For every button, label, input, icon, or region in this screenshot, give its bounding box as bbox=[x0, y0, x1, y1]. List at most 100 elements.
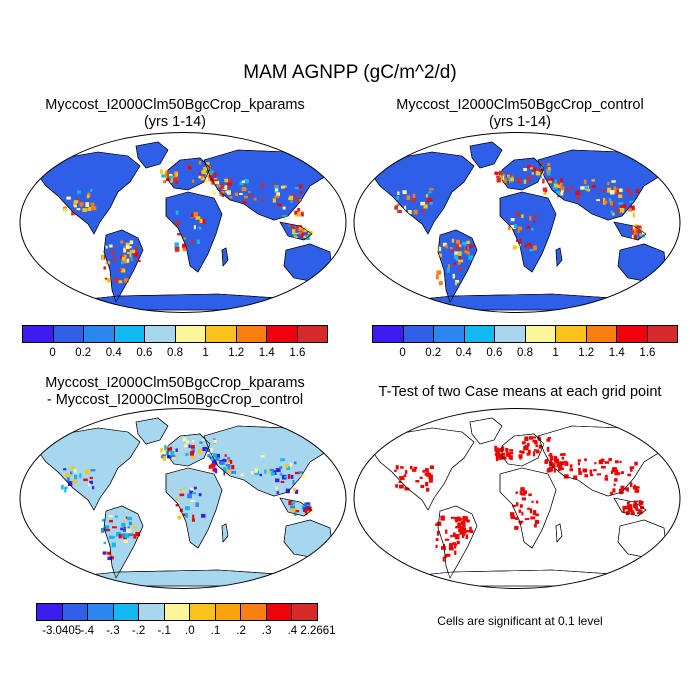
grid-cell bbox=[295, 510, 300, 513]
grid-cell bbox=[220, 461, 225, 465]
grid-cell bbox=[87, 206, 92, 211]
grid-cell bbox=[275, 486, 278, 490]
grid-cell bbox=[253, 197, 257, 201]
grid-cell bbox=[133, 534, 137, 539]
map-frame bbox=[19, 408, 347, 589]
grid-cell bbox=[107, 551, 111, 555]
grid-cell bbox=[510, 512, 515, 516]
grid-cell bbox=[198, 493, 202, 497]
grid-cell bbox=[455, 280, 460, 283]
grid-cell bbox=[294, 187, 299, 190]
grid-cell bbox=[516, 502, 519, 507]
grid-cell bbox=[530, 167, 534, 170]
coastline-africa bbox=[499, 191, 557, 273]
grid-cell bbox=[516, 178, 521, 183]
grid-cell bbox=[193, 486, 197, 490]
grid-cell bbox=[535, 449, 539, 454]
coastline-greenland bbox=[135, 141, 169, 169]
grid-cell bbox=[299, 198, 302, 202]
coastline-southeast-asia bbox=[279, 497, 313, 517]
grid-cell bbox=[636, 225, 641, 229]
grid-cell bbox=[244, 195, 248, 199]
grid-cell bbox=[281, 474, 287, 480]
grid-cell bbox=[297, 208, 301, 212]
grid-cell bbox=[462, 241, 467, 246]
grid-cell bbox=[207, 166, 211, 170]
grid-cell bbox=[628, 208, 632, 212]
grid-cell bbox=[73, 479, 77, 484]
grid-cell bbox=[455, 534, 460, 537]
grid-cell bbox=[174, 242, 179, 248]
grid-cell bbox=[519, 454, 522, 460]
colorbar-cell bbox=[139, 604, 165, 620]
grid-cell bbox=[501, 176, 504, 180]
grid-cell bbox=[165, 170, 170, 173]
grid-cell bbox=[199, 218, 203, 224]
grid-cell bbox=[234, 192, 238, 197]
grid-cell bbox=[182, 437, 187, 442]
grid-cell bbox=[633, 484, 636, 488]
grid-cell bbox=[400, 466, 404, 469]
grid-cell bbox=[291, 475, 294, 479]
colorbar-cell bbox=[434, 326, 465, 342]
map-frame bbox=[19, 132, 347, 313]
grid-cell bbox=[183, 237, 186, 240]
grid-cell bbox=[454, 517, 458, 521]
grid-cell bbox=[510, 515, 516, 519]
grid-cell bbox=[462, 523, 466, 528]
colorbar-cell bbox=[215, 604, 242, 620]
panel-kparams-title: Myccost_I2000Clm50BgcCrop_kparams (yrs 1… bbox=[10, 97, 340, 131]
grid-cell bbox=[184, 444, 188, 448]
grid-cell bbox=[452, 542, 457, 545]
grid-cell bbox=[202, 438, 205, 441]
grid-cell bbox=[189, 451, 194, 456]
grid-cell bbox=[578, 467, 581, 472]
grid-cell bbox=[202, 446, 208, 452]
grid-cell bbox=[133, 523, 136, 529]
grid-cell bbox=[307, 506, 312, 511]
grid-cell bbox=[280, 480, 285, 483]
grid-cell bbox=[509, 177, 514, 181]
grid-cell bbox=[186, 164, 190, 168]
grid-cell bbox=[596, 473, 602, 476]
grid-cell bbox=[635, 189, 640, 193]
grid-cell bbox=[583, 179, 587, 185]
colorbar-cell bbox=[464, 326, 495, 342]
grid-cell bbox=[584, 474, 589, 478]
grid-cell bbox=[619, 207, 625, 213]
grid-cell bbox=[101, 254, 104, 260]
grid-cell bbox=[634, 224, 638, 228]
grid-cell bbox=[395, 465, 399, 470]
grid-cell bbox=[225, 472, 228, 476]
grid-cell bbox=[163, 180, 166, 184]
grid-cell bbox=[468, 255, 474, 260]
grid-cell bbox=[515, 239, 519, 242]
grid-cell bbox=[241, 187, 247, 192]
map-frame bbox=[353, 132, 681, 313]
grid-cell bbox=[632, 225, 635, 230]
grid-cell bbox=[270, 472, 275, 476]
grid-cell bbox=[212, 468, 217, 472]
grid-cell bbox=[394, 205, 398, 210]
grid-cell bbox=[575, 190, 581, 195]
colorbar-tick-label: 0.4 bbox=[105, 347, 122, 359]
colorbar-cell bbox=[292, 604, 318, 620]
grid-cell bbox=[167, 445, 170, 448]
grid-cell bbox=[582, 468, 588, 473]
grid-cell bbox=[554, 179, 557, 185]
colorbar-cell bbox=[617, 326, 648, 342]
grid-cell bbox=[466, 240, 470, 244]
grid-cell bbox=[290, 505, 295, 509]
grid-cell bbox=[305, 510, 308, 515]
grid-cell bbox=[533, 220, 536, 223]
grid-cell bbox=[227, 190, 231, 195]
grid-cell bbox=[509, 455, 513, 460]
grid-cell bbox=[628, 504, 633, 508]
grid-cell bbox=[79, 202, 84, 207]
grid-cell bbox=[198, 161, 201, 165]
grid-cell bbox=[435, 523, 438, 526]
grid-cell bbox=[629, 200, 634, 203]
grid-cell bbox=[517, 226, 522, 231]
coastline-south-america bbox=[437, 505, 478, 579]
grid-cell bbox=[276, 491, 280, 494]
